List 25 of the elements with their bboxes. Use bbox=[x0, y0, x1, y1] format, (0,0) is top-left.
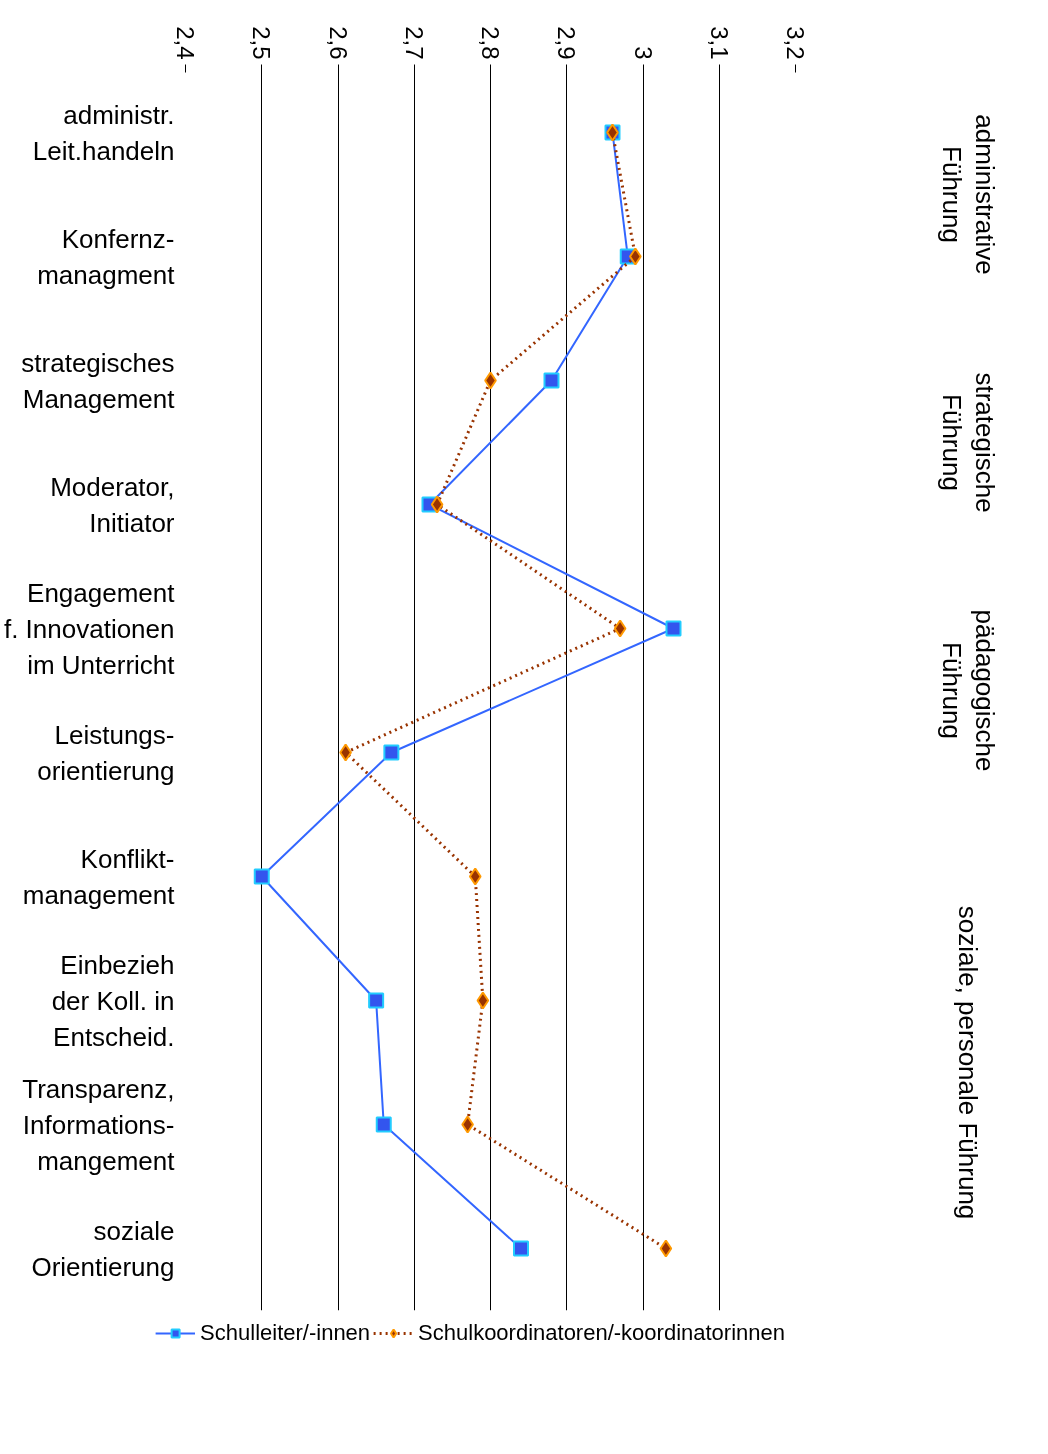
x-tick-label: 2,4 bbox=[172, 26, 199, 60]
text: pädagogische Führung bbox=[936, 609, 1000, 772]
y-tick-label: Transparenz, Informations- mangement bbox=[22, 1073, 176, 1176]
x-tick-label: 3 bbox=[629, 46, 657, 60]
y-tick-label: administr. Leit.handeln bbox=[32, 99, 175, 166]
x-tick-label: 2,7 bbox=[400, 26, 428, 60]
x-tick-label: 2,5 bbox=[248, 26, 276, 60]
y-tick-label: Moderator, Initiator bbox=[50, 471, 175, 538]
y-tick-label: Engagement f. Innovationen im Unterricht bbox=[3, 577, 176, 680]
x-tick-label: 3,1 bbox=[705, 26, 733, 60]
x-tick-label: 2,6 bbox=[324, 26, 352, 60]
y-tick-label: Konfernz- managment bbox=[37, 223, 176, 290]
y-tick-label: Konflikt- management bbox=[22, 843, 176, 910]
y-tick-label: Leistungs- orientierung bbox=[37, 719, 175, 786]
text: strategische Führung bbox=[936, 372, 1000, 513]
y-tick-label: soziale Orientierung bbox=[31, 1215, 175, 1282]
y-tick-label: strategisches Management bbox=[21, 347, 176, 414]
legend-label: Schulleiter/-innen bbox=[200, 1320, 371, 1346]
text: administrative Führung bbox=[936, 114, 1000, 275]
x-tick-label: 2,9 bbox=[553, 26, 581, 60]
y-tick-label: Einbezieh der Koll. in Entscheid. bbox=[51, 949, 175, 1052]
x-tick-label: 3,2 bbox=[782, 26, 809, 60]
text: soziale, personale Führung bbox=[953, 905, 983, 1220]
x-tick-label: 2,8 bbox=[477, 26, 504, 60]
legend-label: Schulkoordinatoren/-koordinatorinnen bbox=[418, 1320, 785, 1346]
